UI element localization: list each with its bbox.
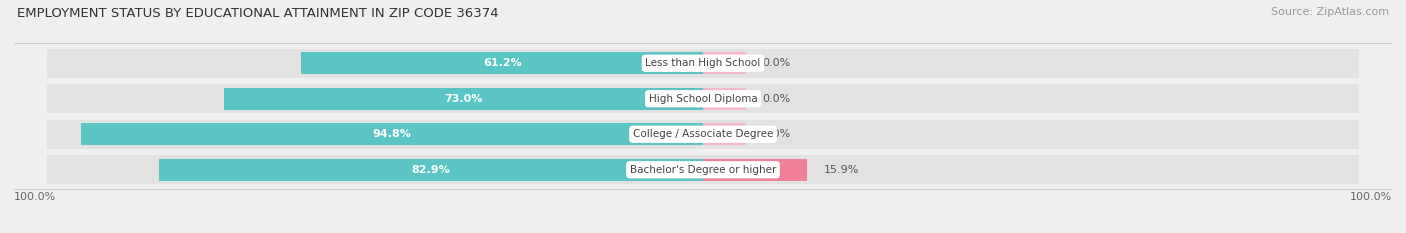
- Text: 73.0%: 73.0%: [444, 94, 482, 104]
- Bar: [703, 155, 1360, 184]
- Bar: [46, 120, 703, 149]
- Bar: [224, 88, 703, 110]
- Text: High School Diploma: High School Diploma: [648, 94, 758, 104]
- Bar: [703, 52, 745, 74]
- Bar: [703, 49, 1360, 78]
- Bar: [703, 88, 745, 110]
- Bar: [46, 49, 703, 78]
- Text: 61.2%: 61.2%: [482, 58, 522, 68]
- Bar: [703, 120, 1360, 149]
- Text: 100.0%: 100.0%: [14, 192, 56, 202]
- Bar: [301, 52, 703, 74]
- Bar: [46, 84, 703, 113]
- Text: College / Associate Degree: College / Associate Degree: [633, 129, 773, 139]
- Text: 0.0%: 0.0%: [762, 129, 790, 139]
- Text: 0.0%: 0.0%: [762, 58, 790, 68]
- Bar: [159, 159, 703, 181]
- Bar: [703, 159, 807, 181]
- Text: 15.9%: 15.9%: [824, 165, 859, 175]
- Text: Bachelor's Degree or higher: Bachelor's Degree or higher: [630, 165, 776, 175]
- Bar: [82, 123, 703, 145]
- Text: 0.0%: 0.0%: [762, 94, 790, 104]
- Text: 100.0%: 100.0%: [1350, 192, 1392, 202]
- Text: 94.8%: 94.8%: [373, 129, 412, 139]
- Text: Less than High School: Less than High School: [645, 58, 761, 68]
- Text: Source: ZipAtlas.com: Source: ZipAtlas.com: [1271, 7, 1389, 17]
- Text: 82.9%: 82.9%: [412, 165, 450, 175]
- Text: EMPLOYMENT STATUS BY EDUCATIONAL ATTAINMENT IN ZIP CODE 36374: EMPLOYMENT STATUS BY EDUCATIONAL ATTAINM…: [17, 7, 499, 20]
- Bar: [703, 123, 745, 145]
- Bar: [703, 84, 1360, 113]
- Bar: [46, 155, 703, 184]
